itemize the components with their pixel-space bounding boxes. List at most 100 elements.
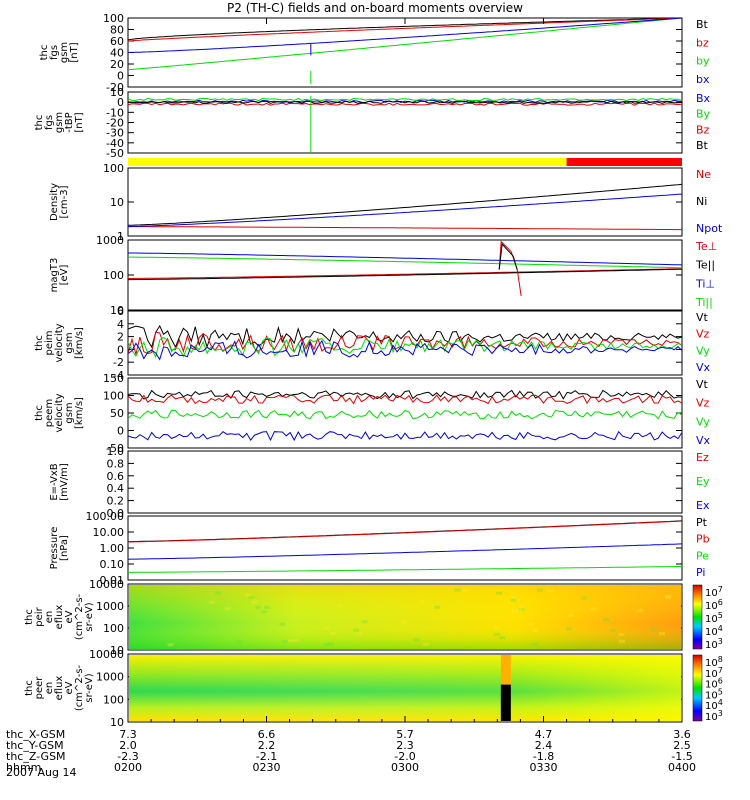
series-line [128,226,682,231]
y-tick-label: 0 [117,343,124,356]
spectrogram-texture [293,638,300,642]
x-tick-label: 0300 [391,761,419,774]
spectrogram-texture [356,632,363,636]
y-tick-label: 10 [110,86,124,99]
y-tick-label: -40 [106,137,124,150]
y-tick-label: 0.01 [100,574,125,587]
spectrogram-texture [511,609,518,613]
spectrogram-texture [650,628,657,632]
spectrogram-texture [567,614,574,618]
colorbar-tick-label: 105 [705,611,723,625]
spectrogram-texture [287,639,294,643]
series-line [128,394,682,405]
y-axis-label: [cm-3] [59,185,70,218]
spectrogram-texture [590,607,597,611]
y-tick-label: 10 [110,304,124,317]
legend-label: Bt [696,139,709,152]
series-line [128,18,682,42]
chart-title: P2 (TH-C) fields and on-board moments ov… [227,1,523,15]
x-tick-label: 2.4 [535,739,553,752]
legend-label: By [696,108,711,121]
spectrogram-texture [353,628,360,632]
y-tick-label: -20 [106,117,124,130]
tick-exponent: 7 [718,585,723,594]
y-tick-label: 1.0 [107,445,125,458]
colorbar-tick-label: 104 [705,624,723,638]
x-tick-label: 6.6 [258,728,276,741]
colorbar-tick-label: 108 [705,655,723,669]
panel-frame [127,310,683,376]
panel-4: 1000 100 10 magT3 [eV] Te⊥ Te|| Ti⊥ Ti|| [49,234,717,317]
series-line [128,409,682,420]
x-tick-label: 2.2 [258,739,276,752]
mode-bar-segment [128,158,567,166]
colorbar [692,654,703,722]
spectrogram-texture [618,632,625,636]
legend-label: Ti|| [695,296,713,309]
y-tick-label: 0.4 [107,482,125,495]
x-tick-label: 7.3 [119,728,137,741]
tick-base: 10 [705,601,718,612]
legend-label: Vz [696,328,710,341]
y-axis-label: gsm [59,42,70,63]
y-tick-label: 40 [110,47,124,60]
y-tick-label: 0.8 [107,457,125,470]
spectrogram-texture [510,598,517,602]
colorbar-tick-label: 105 [705,687,723,701]
x-tick-label: 2.3 [396,739,414,752]
legend-label: Te|| [695,259,715,272]
date-label: 2007 Aug 14 [6,766,76,779]
legend-label: Pe [696,549,709,562]
legend-label: Vt [696,378,709,391]
y-axis-label: en [44,611,55,624]
panel-2 [128,158,682,166]
series-line [128,97,682,102]
spectrogram-texture [261,610,268,614]
series-line [128,100,682,104]
x-tick-label: 3.6 [673,728,691,741]
y-axis-label: velocity [54,323,65,362]
panel-7: 1.00.80.60.40.20.0 E=-VxB [mV/m] Ez Ey Ex [49,445,710,520]
y-tick-label: 100 [103,162,124,175]
series-line [128,18,682,41]
y-tick-label: 6 [117,305,124,318]
spectrogram-texture [532,628,539,632]
x-tick-label: -2.3 [117,750,138,763]
series-line [128,324,682,349]
spectrogram-texture [619,639,626,643]
x-row-label: thc_X-GSM [6,728,65,741]
y-tick-label: 100 [103,693,124,706]
series-line [128,566,682,573]
series-group [128,240,682,297]
y-axis-label: sr-eV) [84,673,95,702]
tick-exponent: 3 [718,709,723,718]
tick-exponent: 5 [718,687,723,696]
spectrogram-texture [224,607,231,611]
spectrogram-texture [418,599,425,603]
y-axis-label: gsm [64,402,75,423]
series-line [128,18,682,53]
y-axis-label: Density [49,183,60,221]
spectrogram-texture [200,642,207,646]
legend-label: Npot [696,222,723,235]
y-axis-label: peem [44,399,55,427]
y-axis-label: -tBP [64,112,75,132]
series-line [128,268,682,281]
x-row-label: thc_Z-GSM [6,750,66,763]
spectrogram-shading [129,655,681,721]
tick-exponent: 8 [718,655,723,664]
spectrogram-texture [330,631,337,635]
spectrogram-texture [336,604,343,608]
spectrogram-texture [434,605,441,609]
spectrogram-texture [496,591,503,595]
spike [498,243,518,270]
y-tick-label: 4 [117,318,124,331]
series-line [128,193,682,228]
spectrogram-texture [664,596,671,600]
y-axis-label: [nT] [74,112,85,132]
colorbar-tick-label: 103 [705,637,723,651]
y-tick-label: 10.00 [93,526,125,539]
spectrogram-texture [531,642,538,646]
